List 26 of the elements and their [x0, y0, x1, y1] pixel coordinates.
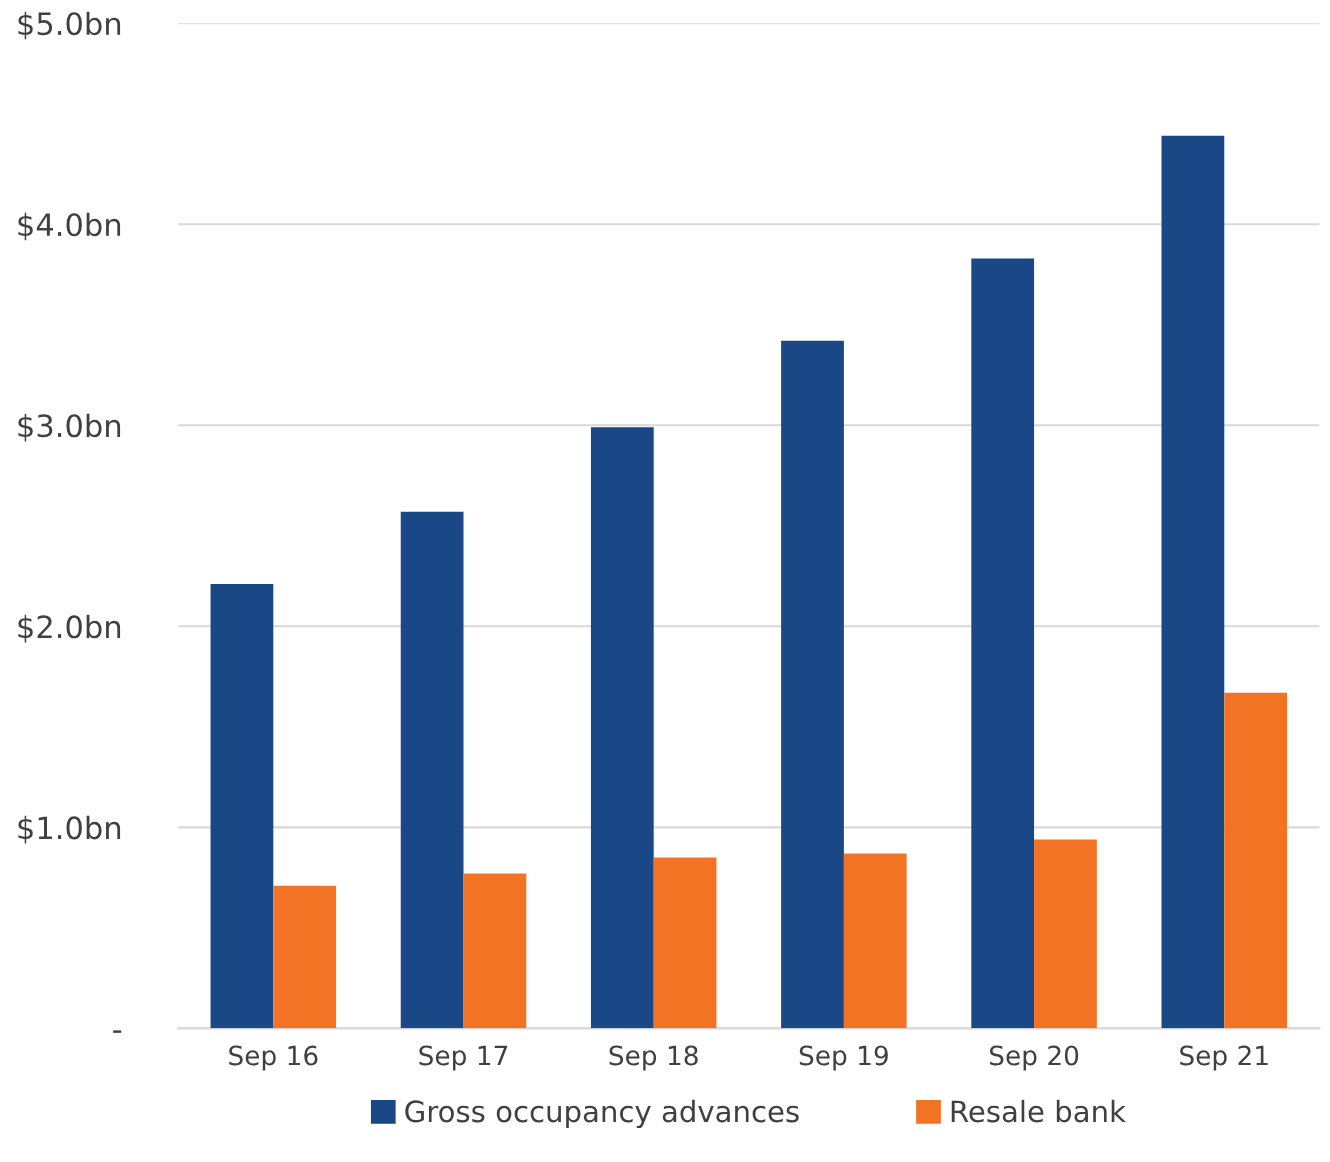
legend-label: Resale bank: [951, 1099, 1126, 1123]
bar: [400, 511, 464, 1029]
bar: [1224, 692, 1288, 1029]
x-tick-label: Sep 19: [799, 1045, 888, 1071]
legend-label: Gross occupancy advances: [405, 1099, 799, 1129]
bar: [1034, 839, 1097, 1029]
bar: [781, 340, 844, 1029]
y-tick-label: $1.0bn: [18, 815, 121, 844]
x-tick-label: Sep 21: [1180, 1045, 1268, 1071]
bar: [590, 427, 654, 1029]
bar: [463, 873, 527, 1029]
bar: [971, 258, 1035, 1029]
y-tick-label: $5.0bn: [18, 11, 121, 40]
x-tick-label: Sep 16: [229, 1045, 318, 1071]
bar: [843, 853, 907, 1029]
y-tick-label: $2.0bn: [18, 614, 121, 643]
bar: [210, 584, 274, 1029]
x-tick-label: Sep 17: [419, 1045, 508, 1071]
bar: [653, 857, 717, 1029]
x-tick-label: Sep 20: [989, 1045, 1079, 1071]
x-tick-label: Sep 18: [609, 1045, 698, 1071]
y-tick-label: $4.0bn: [18, 212, 121, 241]
bar: [273, 885, 337, 1029]
bar: [1161, 135, 1225, 1029]
y-tick-label: $3.0bn: [18, 413, 121, 442]
y-tick-label: -: [113, 1030, 122, 1033]
